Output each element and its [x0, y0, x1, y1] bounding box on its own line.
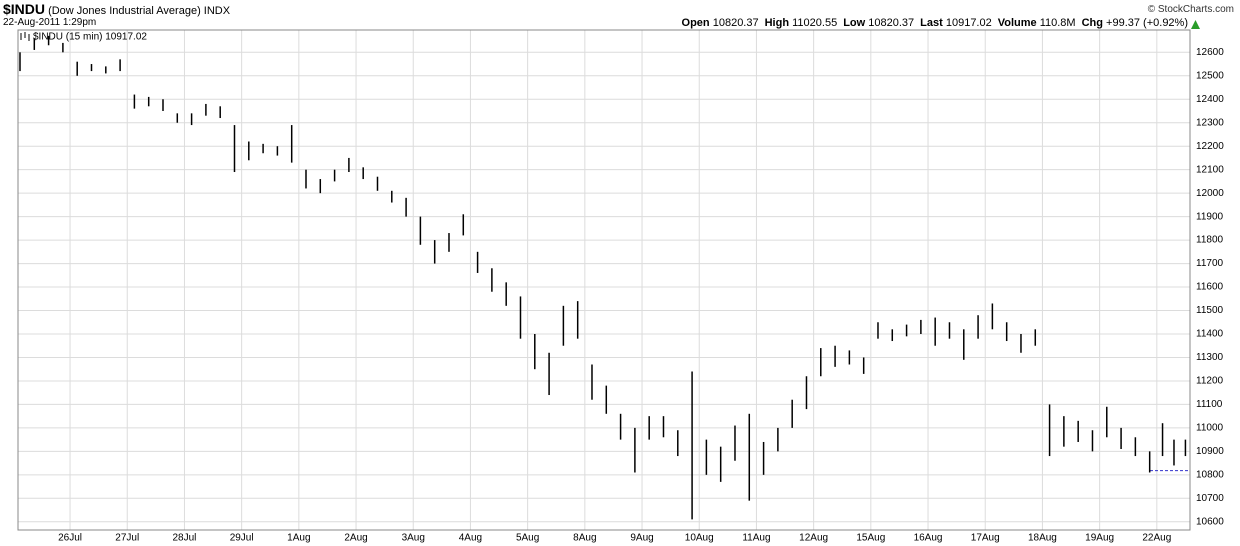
- stat-value: 10820.37: [712, 17, 759, 29]
- stat-label: High: [764, 17, 790, 29]
- x-tick-label: 5Aug: [516, 533, 539, 544]
- x-tick-label: 29Jul: [230, 533, 254, 544]
- y-tick-label: 12100: [1196, 164, 1224, 175]
- x-tick-label: 9Aug: [630, 533, 653, 544]
- y-tick-label: 10600: [1196, 516, 1224, 527]
- x-tick-label: 12Aug: [799, 533, 828, 544]
- stat-label: Chg: [1081, 17, 1103, 29]
- y-tick-label: 12600: [1196, 47, 1224, 58]
- y-tick-label: 12400: [1196, 94, 1224, 105]
- stat-label: Last: [920, 17, 943, 29]
- stat-value: 10820.37: [868, 17, 915, 29]
- legend-label: $INDU (15 min) 10917.02: [33, 32, 147, 43]
- up-arrow-icon: [1191, 20, 1200, 29]
- y-tick-label: 11800: [1196, 235, 1224, 246]
- x-tick-label: 1Aug: [287, 533, 310, 544]
- stat-value: 10917.02: [945, 17, 992, 29]
- symbol-title: $INDU (Dow Jones Industrial Average) IND…: [3, 1, 230, 17]
- symbol: $INDU: [3, 1, 46, 17]
- y-tick-label: 11300: [1196, 352, 1224, 363]
- stat-label: Open: [681, 17, 710, 29]
- y-tick-label: 11600: [1196, 282, 1224, 293]
- x-tick-label: 22Aug: [1142, 533, 1171, 544]
- x-tick-label: 3Aug: [402, 533, 425, 544]
- y-tick-label: 10800: [1196, 469, 1224, 480]
- x-tick-label: 19Aug: [1085, 533, 1114, 544]
- x-tick-label: 28Jul: [172, 533, 196, 544]
- x-tick-label: 27Jul: [115, 533, 139, 544]
- x-tick-label: 26Jul: [58, 533, 82, 544]
- x-tick-label: 10Aug: [685, 533, 714, 544]
- y-tick-label: 12300: [1196, 117, 1224, 128]
- y-tick-label: 12200: [1196, 141, 1224, 152]
- y-tick-label: 11100: [1196, 399, 1223, 410]
- x-tick-label: 8Aug: [573, 533, 596, 544]
- x-tick-label: 18Aug: [1028, 533, 1057, 544]
- y-tick-label: 11700: [1196, 258, 1224, 269]
- x-tick-label: 17Aug: [971, 533, 1000, 544]
- x-tick-label: 4Aug: [459, 533, 482, 544]
- x-tick-label: 11Aug: [742, 533, 770, 544]
- legend-icon: [20, 32, 30, 41]
- date: 22-Aug-2011 1:29pm: [3, 17, 97, 28]
- plot-frame: [17, 29, 1191, 531]
- copyright: © StockCharts.com: [1147, 4, 1234, 15]
- y-tick-label: 11200: [1196, 376, 1224, 387]
- y-tick-label: 10900: [1196, 446, 1224, 457]
- stats: Open 10820.37 High 11020.55 Low 10820.37 La…: [676, 17, 1188, 29]
- grid: [18, 30, 1190, 530]
- y-tick-label: 10700: [1196, 493, 1224, 504]
- y-tick-label: 11000: [1196, 423, 1224, 434]
- stat-value: +99.37 (+0.92%): [1106, 17, 1188, 29]
- y-tick-label: 12000: [1196, 188, 1224, 199]
- stat-label: Volume: [997, 17, 1037, 29]
- x-tick-label: 16Aug: [914, 533, 943, 544]
- y-tick-label: 12500: [1196, 70, 1224, 81]
- x-tick-label: 15Aug: [856, 533, 885, 544]
- stat-label: Low: [843, 17, 866, 29]
- x-tick-label: 2Aug: [344, 533, 367, 544]
- y-tick-label: 11900: [1196, 211, 1224, 222]
- y-tick-label: 11500: [1196, 305, 1224, 316]
- stat-value: 11020.55: [792, 17, 838, 29]
- y-tick-label: 11400: [1196, 329, 1224, 340]
- symbol-name: (Dow Jones Industrial Average) INDX: [48, 5, 231, 17]
- stat-value: 110.8M: [1039, 17, 1076, 29]
